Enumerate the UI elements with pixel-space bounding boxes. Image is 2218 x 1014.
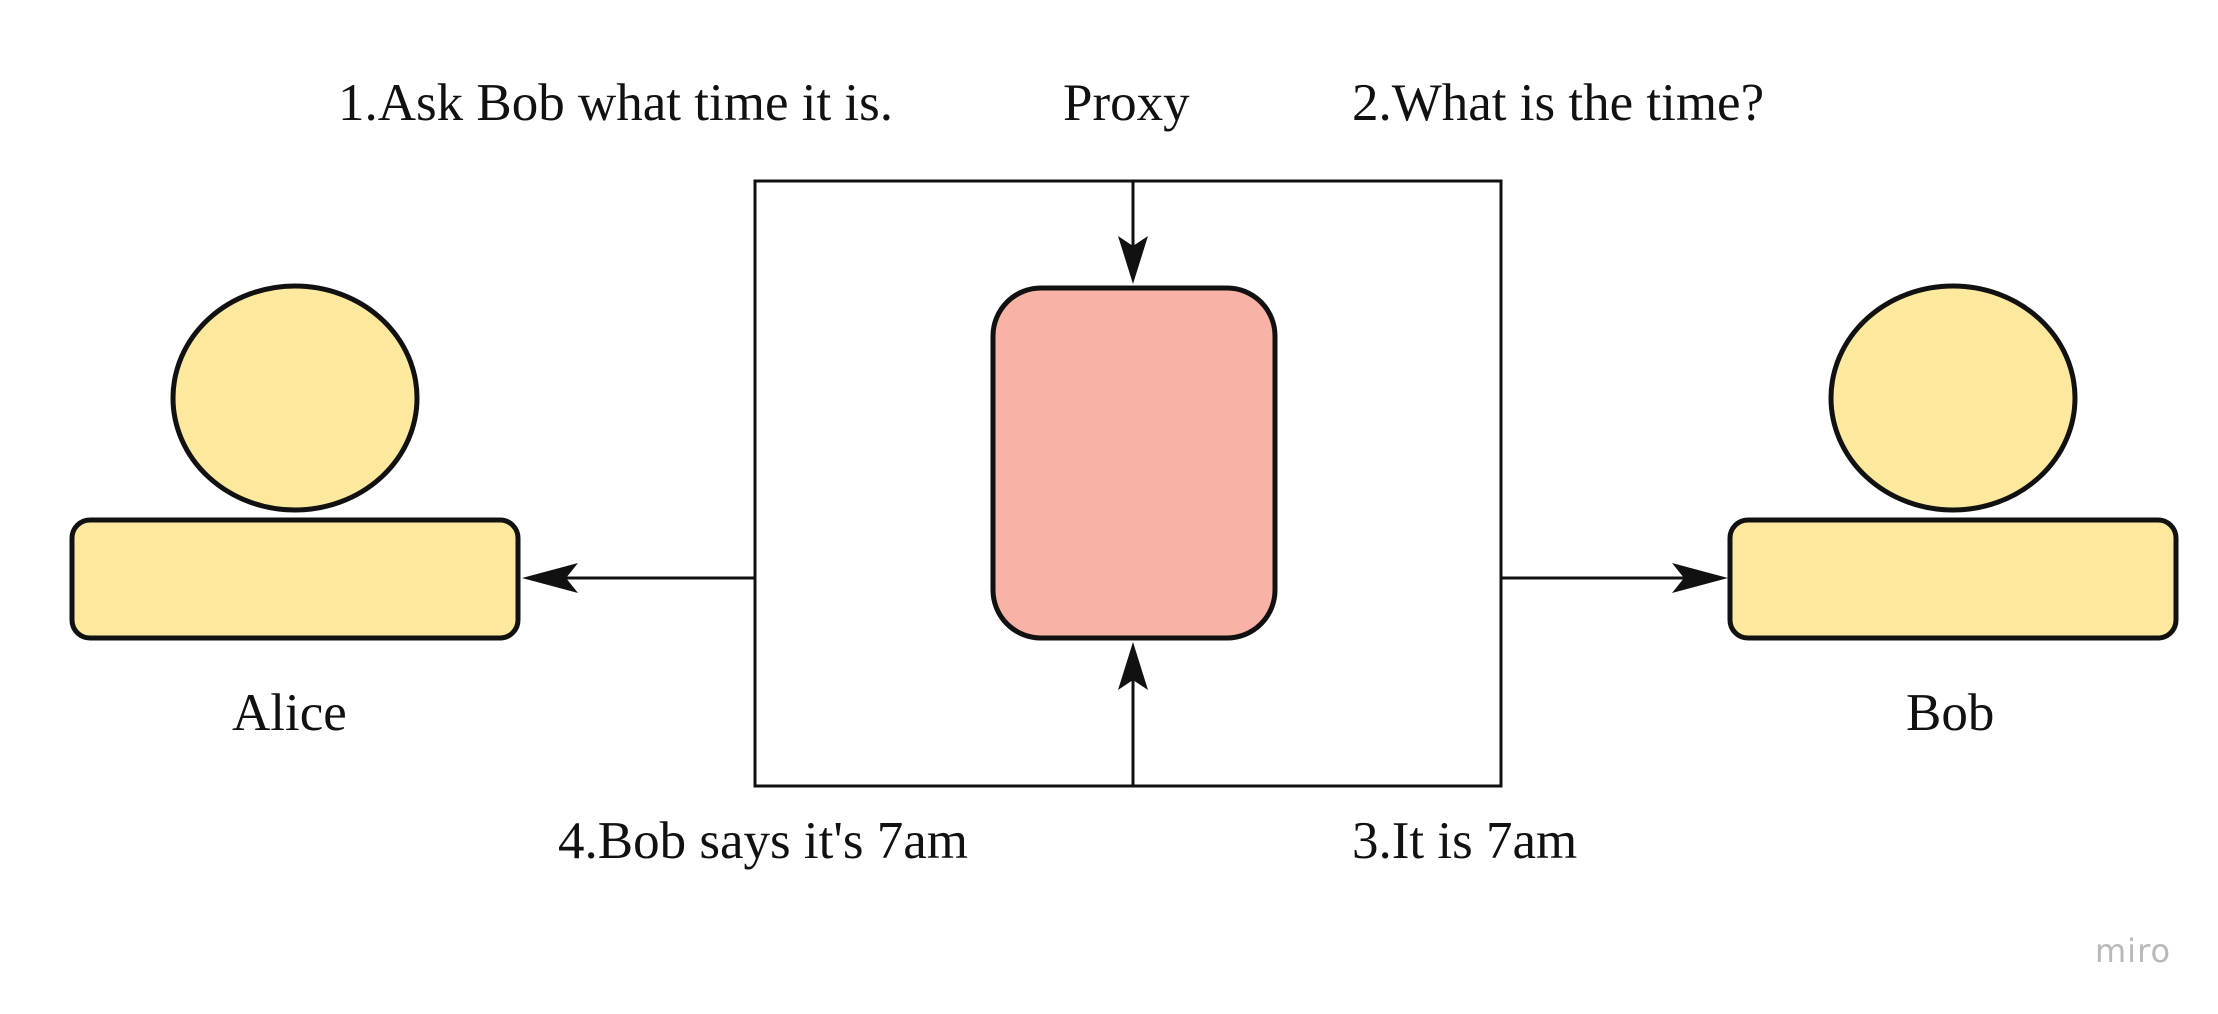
arrowhead-to-alice [522,563,578,593]
bob-person-icon [1727,283,2179,641]
step-1-label: 1.Ask Bob what time it is. [338,74,893,132]
alice-label: Alice [232,684,347,742]
proxy-node [990,285,1278,641]
step-3-label: 3.It is 7am [1352,812,1577,870]
alice-person-icon [69,283,521,641]
bob-label: Bob [1906,684,1994,742]
miro-watermark: miro [2095,932,2171,970]
step-4-label: 4.Bob says it's 7am [558,812,968,870]
alice-head [170,283,420,513]
proxy-label: Proxy [1063,74,1190,132]
bob-body [1727,517,2179,641]
response-connector [753,578,1503,788]
request-connector [753,179,1503,578]
alice-body [69,517,521,641]
arrowhead-to-bob [1672,563,1728,593]
arrowhead-into-proxy-bottom [1118,642,1148,690]
bob-head [1828,283,2078,513]
arrowhead-into-proxy-top [1118,236,1148,284]
step-2-label: 2.What is the time? [1352,74,1764,132]
